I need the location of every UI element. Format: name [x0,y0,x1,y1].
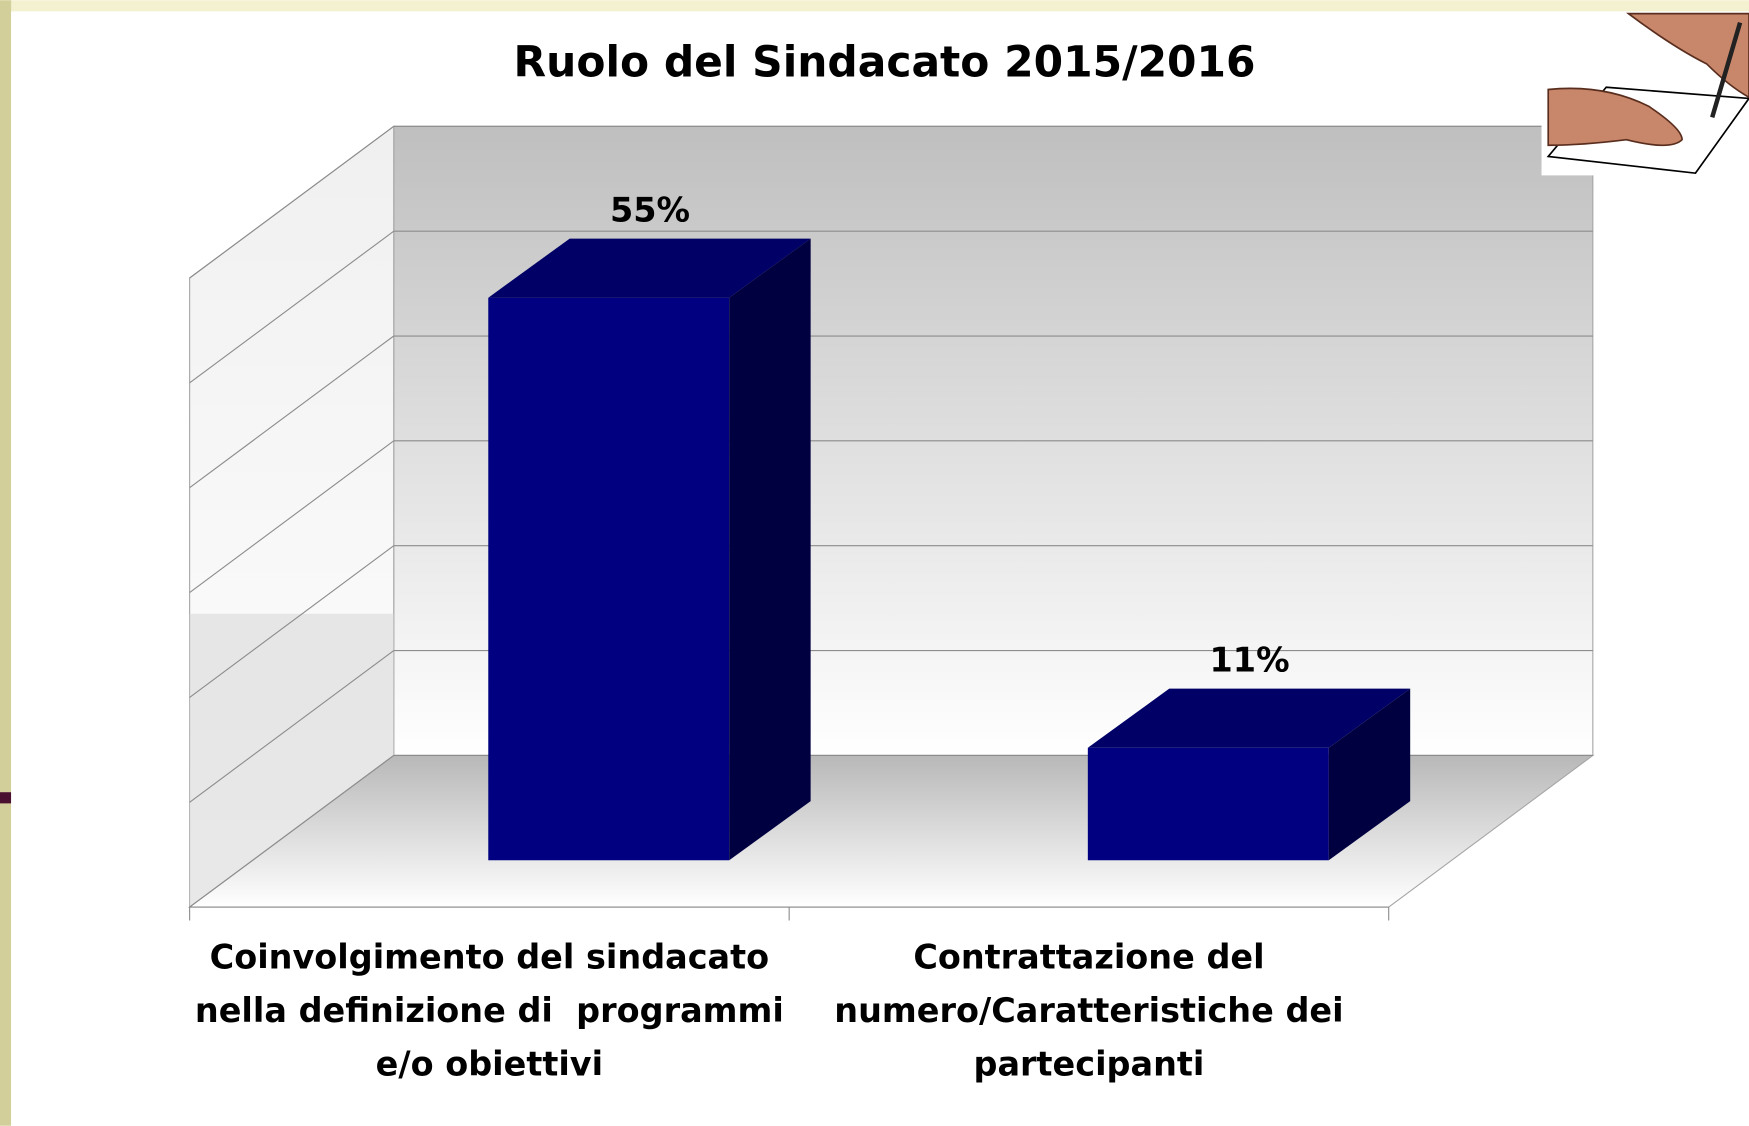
grid-line [189,754,395,908]
grid-line [189,335,395,489]
plot-area: 55% Coinvolgimento del sindacato nella de… [187,125,1595,1085]
x-tick-label: Coinvolgimento del sindacato nella defin… [194,938,784,1085]
bar [488,238,811,861]
side-wall-shade [189,613,394,908]
slide-top-band [0,0,1749,12]
chart-title: Ruolo del Sindacato 2015/2016 [514,37,1256,86]
grid-line [189,125,395,279]
grid-line [189,545,395,698]
data-label: 55% [610,190,690,229]
bar-top [488,238,811,298]
clipart [1541,12,1749,176]
grid-line [189,650,395,803]
x-tick-label-box: Contrattazione del numero/Caratteristich… [834,938,1356,1085]
x-tick-label-box: Coinvolgimento del sindacato nella defin… [194,938,784,1085]
grid-line [189,230,395,384]
bar [1087,688,1411,861]
bar-side [1328,688,1411,861]
bar-front [1087,747,1329,861]
data-label: 11% [1210,640,1290,679]
bar-top [1087,688,1411,748]
bar-front [488,297,730,861]
slide-marker [0,792,12,804]
bar-side [729,238,811,861]
grid-line [189,440,395,594]
x-tick-label: Contrattazione del numero/Caratteristich… [834,938,1356,1085]
slide-left-band [0,0,12,1126]
